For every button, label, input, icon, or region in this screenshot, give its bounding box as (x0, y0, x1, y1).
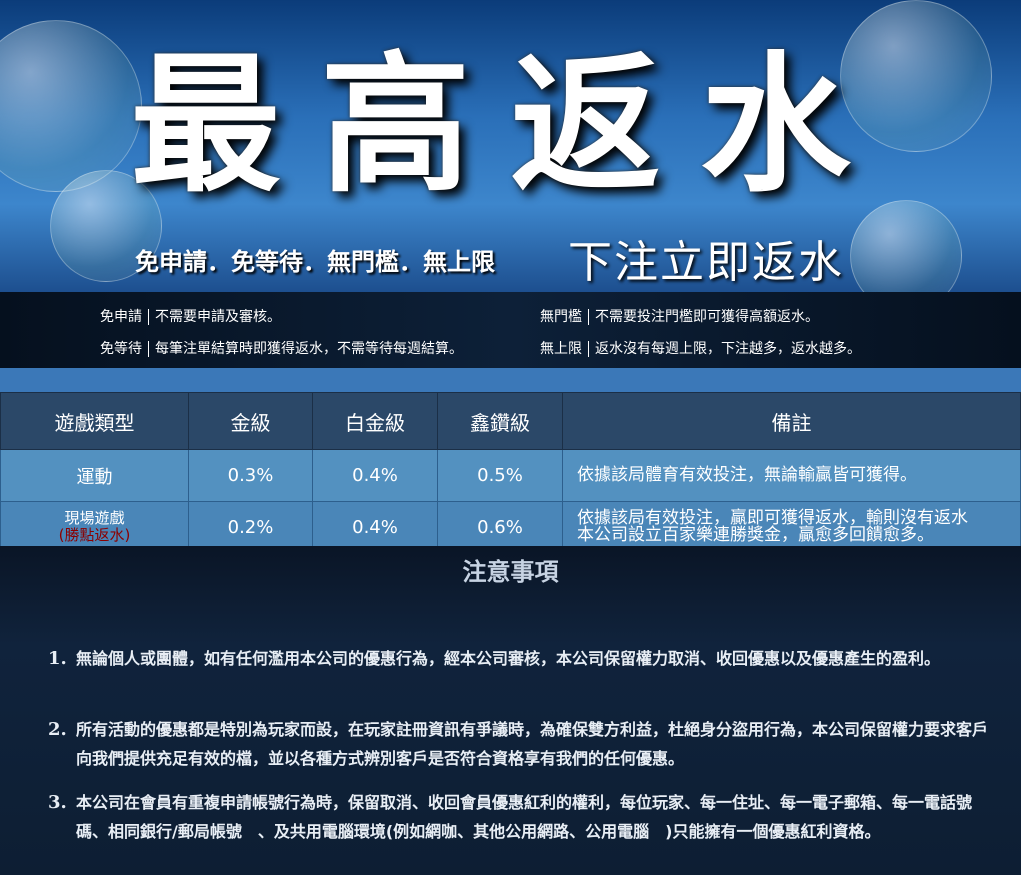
note: 依據該局有效投注，贏即可獲得返水，輸則沒有返水 本公司設立百家樂連勝獎金，贏愈多回… (562, 501, 1021, 553)
feature-name: 免申請 (100, 309, 149, 325)
rate: 0.2% (188, 501, 313, 553)
header-cell: 備註 (562, 392, 1021, 450)
header-cell: 鑫鑽級 (437, 392, 563, 450)
notice-number: 3. (48, 792, 67, 813)
note-line: 依據該局體育有效投注，無論輸贏皆可獲得。 (577, 465, 917, 485)
note-line: 本公司設立百家樂連勝獎金，贏愈多回饋愈多。 (577, 525, 934, 545)
feature-name: 無上限 (540, 341, 589, 357)
header-cell: 遊戲類型 (0, 392, 189, 450)
title: 最高返水 (130, 37, 891, 213)
divider (0, 368, 1021, 392)
banner: 最高返水 免申請．免等待．無門檻．無上限 下注立即返水 (0, 0, 1021, 292)
feature: 免申請 不需要申請及審核。 (100, 306, 281, 326)
rate: 0.4% (312, 449, 438, 502)
feature-desc: 返水沒有每週上限，下注越多，返水越多。 (595, 341, 861, 357)
notices-title: 注意事項 (462, 557, 559, 586)
rate: 0.3% (188, 449, 313, 502)
rebate-table: 遊戲類型 金級 白金級 鑫鑽級 備註 運動 0.3% 0.4% 0.5% 依據該… (0, 392, 1021, 553)
notice-item: 3. 本公司在會員有重複申請帳號行為時，保留取消、收回會員優惠紅利的權利，每位玩家… (48, 788, 988, 846)
tagline: 免申請．免等待．無門檻．無上限 (135, 248, 495, 276)
feature-desc: 不需要申請及審核。 (155, 309, 281, 325)
highlight: 下注立即返水 (568, 237, 844, 288)
notice-text: 本公司在會員有重複申請帳號行為時，保留取消、收回會員優惠紅利的權利，每位玩家、每… (76, 793, 973, 841)
game-type: 現場遊戲 (勝點返水) (0, 501, 189, 553)
notice-number: 1. (48, 648, 67, 669)
notice-text: 所有活動的優惠都是特別為玩家而設，在玩家註冊資訊有爭議時，為確保雙方利益，杜絕身… (76, 720, 989, 768)
feature: 無門檻 不需要投注門檻即可獲得高額返水。 (540, 306, 819, 326)
feature-name: 免等待 (100, 341, 149, 357)
rate: 0.5% (437, 449, 563, 502)
header-cell: 金級 (188, 392, 313, 450)
feature: 免等待 每筆注單結算時即獲得返水，不需等待每週結算。 (100, 338, 463, 358)
feature: 無上限 返水沒有每週上限，下注越多，返水越多。 (540, 338, 861, 358)
header-cell: 白金級 (312, 392, 438, 450)
rate: 0.4% (312, 501, 438, 553)
notice-item: 2. 所有活動的優惠都是特別為玩家而設，在玩家註冊資訊有爭議時，為確保雙方利益，杜… (48, 715, 988, 773)
feature-desc: 每筆注單結算時即獲得返水，不需等待每週結算。 (155, 341, 463, 357)
note-line: 依據該局有效投注，贏即可獲得返水，輸則沒有返水 (577, 508, 968, 528)
notice-number: 2. (48, 719, 67, 740)
note: 依據該局體育有效投注，無論輸贏皆可獲得。 (562, 449, 1021, 502)
game-type: 運動 (0, 449, 189, 502)
feature-name: 無門檻 (540, 309, 589, 325)
features: 免申請 不需要申請及審核。 無門檻 不需要投注門檻即可獲得高額返水。 免等待 每筆注單… (0, 292, 1021, 368)
notice-item: 1. 無論個人或團體，如有任何濫用本公司的優惠行為，經本公司審核，本公司保留權力取… (48, 644, 988, 673)
feature-desc: 不需要投注門檻即可獲得高額返水。 (595, 309, 819, 325)
type-note: (勝點返水) (58, 526, 131, 544)
type-name: 現場遊戲 (64, 509, 125, 527)
notice-text: 無論個人或團體，如有任何濫用本公司的優惠行為，經本公司審核，本公司保留權力取消、… (76, 649, 941, 668)
notices (0, 546, 1021, 875)
rate: 0.6% (437, 501, 563, 553)
